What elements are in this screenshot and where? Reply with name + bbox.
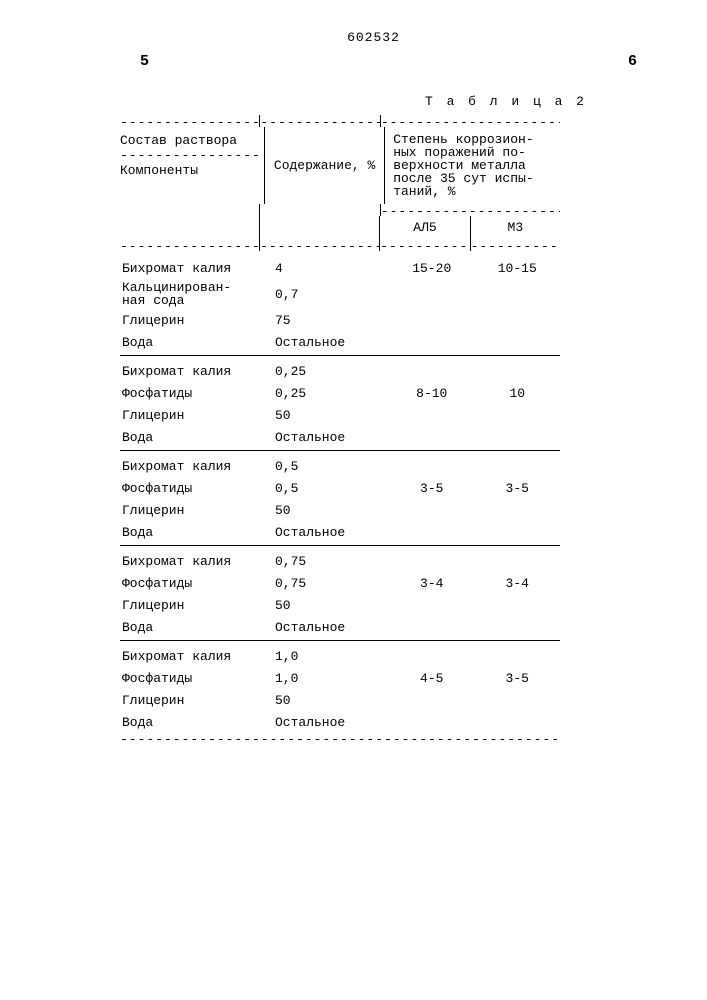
cell-m3: 3-5 <box>475 481 561 496</box>
table-top-rule: ------------------- --------------- ----… <box>120 115 560 127</box>
subheader-al5: АЛ5 <box>380 216 470 239</box>
table-row: Фосфатиды0,258-1010 <box>120 382 560 404</box>
cell-component: Вода <box>120 336 255 349</box>
cell-m3: 10 <box>475 386 561 401</box>
cell-content: 1,0 <box>255 649 389 664</box>
cell-component: Бихромат калия <box>120 262 255 275</box>
cell-content: 0,25 <box>255 364 389 379</box>
group-divider <box>120 640 560 641</box>
cell-component: Глицерин <box>120 694 255 707</box>
cell-content: 50 <box>255 408 389 423</box>
table-row: Фосфатиды0,753-43-4 <box>120 572 560 594</box>
cell-component: Кальцинирован- ная сода <box>120 281 255 307</box>
page-numbers: 5 6 <box>100 53 647 70</box>
cell-al5: 3-4 <box>389 576 475 591</box>
cell-component: Вода <box>120 431 255 444</box>
cell-component: Глицерин <box>120 599 255 612</box>
table-row: Бихромат калия0,75 <box>120 550 560 572</box>
cell-content: Остальное <box>255 430 389 445</box>
table-row: Глицерин50 <box>120 594 560 616</box>
header-col-corrosion: Степень коррозион- ных поражений по- вер… <box>385 127 560 204</box>
table-row: Кальцинирован- ная сода0,7 <box>120 279 560 309</box>
cell-content: Остальное <box>255 620 389 635</box>
cell-content: 0,75 <box>255 554 389 569</box>
cell-component: Бихромат калия <box>120 460 255 473</box>
cell-content: Остальное <box>255 335 389 350</box>
cell-content: 4 <box>255 261 389 276</box>
table-row: ВодаОстальное <box>120 331 560 353</box>
header-composition-bottom: Компоненты <box>120 163 260 178</box>
cell-al5: 8-10 <box>389 386 475 401</box>
cell-content: 50 <box>255 503 389 518</box>
header-composition-top: Состав раствора <box>120 133 260 148</box>
cell-component: Фосфатиды <box>120 577 255 590</box>
cell-content: 0,5 <box>255 459 389 474</box>
cell-component: Вода <box>120 716 255 729</box>
table-row: Глицерин50 <box>120 499 560 521</box>
table-row: ВодаОстальное <box>120 616 560 638</box>
table-row: ВодаОстальное <box>120 521 560 543</box>
cell-al5: 4-5 <box>389 671 475 686</box>
table-subheader-row: АЛ5 М3 <box>120 216 560 239</box>
cell-component: Вода <box>120 621 255 634</box>
group-divider <box>120 450 560 451</box>
cell-m3: 3-5 <box>475 671 561 686</box>
table-row: Бихромат калия415-2010-15 <box>120 257 560 279</box>
table-bottom-rule: ----------------------------------------… <box>120 733 560 747</box>
table-row: ВодаОстальное <box>120 711 560 733</box>
cell-m3: 3-4 <box>475 576 561 591</box>
cell-component: Бихромат калия <box>120 650 255 663</box>
cell-component: Глицерин <box>120 504 255 517</box>
subheader-m3: М3 <box>471 216 560 239</box>
table-row: Бихромат калия0,5 <box>120 455 560 477</box>
cell-content: Остальное <box>255 525 389 540</box>
page-number-left: 5 <box>140 53 149 70</box>
cell-content: 75 <box>255 313 389 328</box>
cell-content: Остальное <box>255 715 389 730</box>
header-divider-dashes: ----------------- <box>120 148 260 163</box>
cell-component: Бихромат калия <box>120 555 255 568</box>
cell-component: Вода <box>120 526 255 539</box>
cell-content: 0,7 <box>255 287 389 302</box>
cell-al5: 15-20 <box>389 261 475 276</box>
table-row: Бихромат калия1,0 <box>120 645 560 667</box>
cell-component: Фосфатиды <box>120 672 255 685</box>
cell-content: 50 <box>255 693 389 708</box>
table-row: Фосфатиды0,53-53-5 <box>120 477 560 499</box>
table-row: ВодаОстальное <box>120 426 560 448</box>
cell-component: Фосфатиды <box>120 482 255 495</box>
cell-al5: 3-5 <box>389 481 475 496</box>
data-table: ------------------- --------------- ----… <box>120 115 560 747</box>
header-bottom-rule: ------------------- --------------- ----… <box>120 239 560 251</box>
table-row: Бихромат калия0,25 <box>120 360 560 382</box>
cell-component: Глицерин <box>120 409 255 422</box>
cell-content: 0,25 <box>255 386 389 401</box>
table-row: Глицерин50 <box>120 689 560 711</box>
cell-m3: 10-15 <box>475 261 561 276</box>
header-col-content: Содержание, % <box>264 127 385 204</box>
group-divider <box>120 545 560 546</box>
cell-component: Глицерин <box>120 314 255 327</box>
table-header-row: Состав раствора ----------------- Компон… <box>120 127 560 204</box>
document-number: 602532 <box>100 30 647 45</box>
cell-content: 1,0 <box>255 671 389 686</box>
header-sub-rule: ----------------------- <box>120 204 560 216</box>
cell-content: 0,5 <box>255 481 389 496</box>
table-caption: Т а б л и ц а 2 <box>100 94 647 109</box>
page-number-right: 6 <box>628 53 637 70</box>
table-row: Фосфатиды1,04-53-5 <box>120 667 560 689</box>
cell-content: 50 <box>255 598 389 613</box>
cell-content: 0,75 <box>255 576 389 591</box>
table-row: Глицерин75 <box>120 309 560 331</box>
table-row: Глицерин50 <box>120 404 560 426</box>
group-divider <box>120 355 560 356</box>
cell-component: Бихромат калия <box>120 365 255 378</box>
header-col-composition: Состав раствора ----------------- Компон… <box>120 127 264 204</box>
cell-component: Фосфатиды <box>120 387 255 400</box>
